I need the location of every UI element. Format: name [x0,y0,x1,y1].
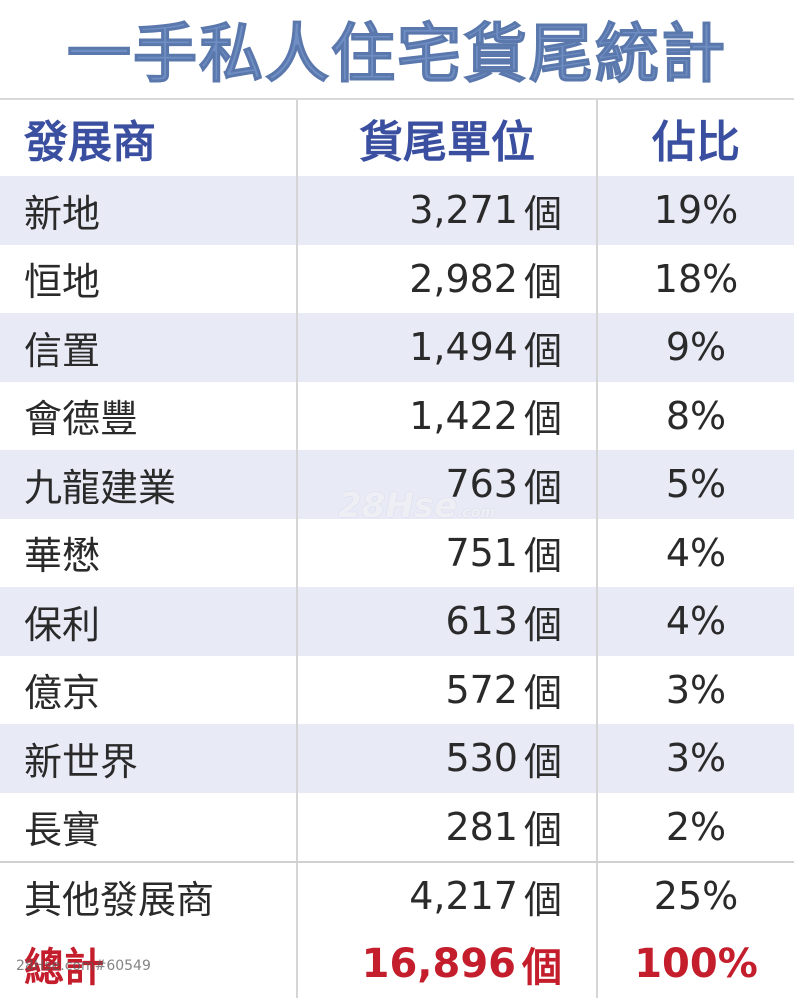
share-percent: 8% [596,381,794,450]
share-percent: 2% [596,792,794,861]
table-row: 億京 572 個 3% [0,655,794,724]
developer-name: 保利 [24,602,101,647]
unit-count: 572 個 [296,655,596,724]
table-total-row: 總計 16,896 個 100% [0,929,794,998]
developer-name: 會德豐 [24,397,139,442]
table-header-row: 發展商 貨尾單位 佔比 [0,100,794,176]
total-share: 100% [596,929,794,998]
table-row: 九龍建業 763 個 5% [0,450,794,519]
unit-count: 530 個 [296,724,596,793]
developer-name: 新地 [24,191,101,236]
developer-name: 其他發展商 [24,877,215,922]
header-units: 貨尾單位 [296,100,596,176]
unit-count: 1,422 個 [296,381,596,450]
share-percent: 5% [596,450,794,519]
unit-count: 1,494 個 [296,313,596,382]
table-row: 新世界 530 個 3% [0,724,794,793]
table-row: 長實 281 個 2% [0,792,794,861]
share-percent: 4% [596,518,794,587]
share-percent: 18% [596,244,794,313]
developer-name: 億京 [24,671,101,716]
header-share: 佔比 [596,100,794,176]
developer-name: 長實 [24,808,101,853]
unit-count: 281 個 [296,792,596,861]
unit-count: 2,982 個 [296,244,596,313]
share-percent: 3% [596,655,794,724]
developer-name: 恒地 [24,260,101,305]
table-row: 會德豐 1,422 個 8% [0,381,794,450]
page-title: 一手私人住宅貨尾統計 [67,17,727,93]
unit-count: 763 個 [296,450,596,519]
unit-count: 613 個 [296,587,596,656]
table-row: 信置 1,494 個 9% [0,313,794,382]
table-row: 保利 613 個 4% [0,587,794,656]
share-percent: 25% [596,863,794,930]
unit-count: 751 個 [296,518,596,587]
table-row: 其他發展商 4,217 個 25% [0,861,794,930]
developer-name: 信置 [24,328,101,373]
share-percent: 19% [596,176,794,245]
title-bar: 一手私人住宅貨尾統計 [0,0,794,100]
header-developer: 發展商 [24,117,156,168]
total-unit-count: 16,896 個 [296,929,596,998]
developer-name: 華懋 [24,534,101,579]
share-percent: 9% [596,313,794,382]
total-label: 總計 [24,944,104,991]
share-percent: 3% [596,724,794,793]
share-percent: 4% [596,587,794,656]
unit-count: 3,271 個 [296,176,596,245]
developer-name: 九龍建業 [24,465,177,510]
unit-count: 4,217 個 [296,863,596,930]
table-row: 新地 3,271 個 19% [0,176,794,245]
table-row: 恒地 2,982 個 18% [0,244,794,313]
developer-name: 新世界 [24,739,139,784]
table-row: 華懋 751 個 4% [0,518,794,587]
inventory-table: 發展商 貨尾單位 佔比 新地 3,271 個 19% 恒地 2,982 個 18% … [0,100,794,998]
